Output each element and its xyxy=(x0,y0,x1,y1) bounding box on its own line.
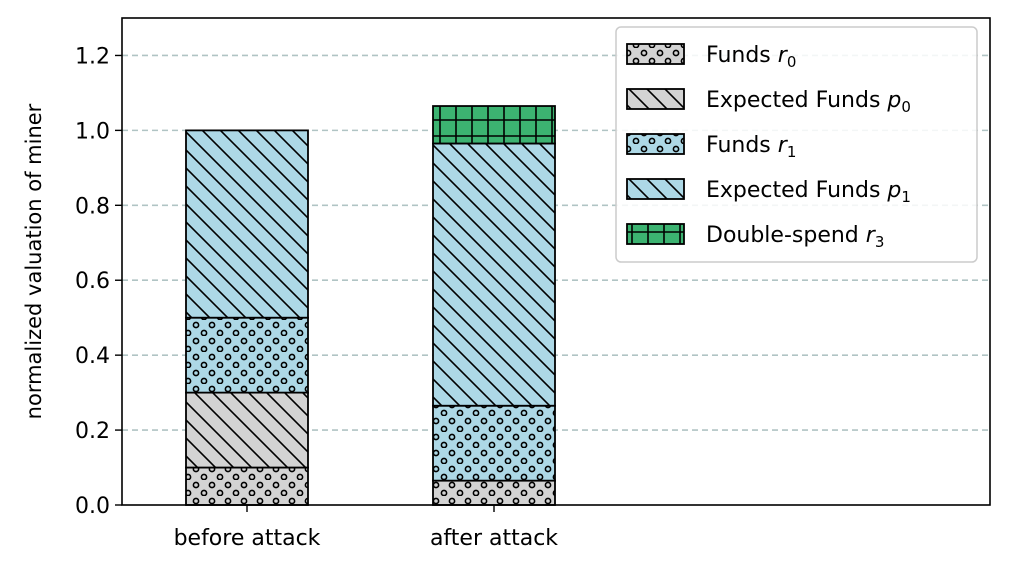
y-tick-label: 0.6 xyxy=(75,269,110,294)
legend-label-name: Funds xyxy=(706,43,778,68)
bar-segment xyxy=(185,391,309,469)
legend-box xyxy=(615,26,978,263)
legend-label: Double-spend r3 xyxy=(706,223,884,251)
legend-label-symbol: p xyxy=(886,178,901,203)
bar-segment xyxy=(432,105,556,145)
legend-label-name: Funds xyxy=(706,133,778,158)
legend-label-subscript: 0 xyxy=(787,53,797,71)
bar-segment xyxy=(432,404,556,482)
bar-segment xyxy=(432,479,556,506)
legend-label-subscript: 1 xyxy=(787,143,797,161)
legend-label-subscript: 1 xyxy=(901,188,911,206)
axes: 0.0 0.2 0.4 0.6 0.8 1.0 1.2 before attack after … xyxy=(22,17,991,551)
legend-swatch xyxy=(626,88,685,110)
x-tick-label: before attack xyxy=(174,526,321,551)
plot-frame xyxy=(121,17,991,506)
legend-label: Funds r1 xyxy=(706,133,796,161)
legend-swatch xyxy=(626,178,685,200)
legend-swatch xyxy=(626,43,685,65)
bars xyxy=(185,105,556,506)
bar-segment xyxy=(185,129,309,319)
bar-segment xyxy=(432,142,556,407)
x-tick-label: after attack xyxy=(430,526,558,551)
legend-label: Expected Funds p1 xyxy=(706,178,911,206)
legend-label-subscript: 3 xyxy=(875,233,885,251)
y-axis-label: normalized valuation of miner xyxy=(22,103,46,419)
legend-label-symbol: r xyxy=(778,133,789,158)
legend-label-name: Double-spend xyxy=(706,223,866,248)
y-tick-label: 1.0 xyxy=(75,119,110,144)
legend-label-symbol: r xyxy=(778,43,789,68)
legend-label: Funds r0 xyxy=(706,43,796,71)
y-tick-label: 1.2 xyxy=(75,44,110,69)
bar-segment xyxy=(185,316,309,394)
legend-label-name: Expected Funds xyxy=(706,178,887,203)
legend-label-subscript: 0 xyxy=(901,98,911,116)
y-tick-label: 0.4 xyxy=(75,344,110,369)
legend-label-symbol: p xyxy=(886,88,901,113)
legend-swatch xyxy=(626,133,685,155)
legend-label: Expected Funds p0 xyxy=(706,88,911,116)
legend-label-name: Expected Funds xyxy=(706,88,887,113)
y-tick-label: 0.8 xyxy=(75,194,110,219)
y-tick-label: 0.0 xyxy=(75,494,110,519)
y-tick-label: 0.2 xyxy=(75,419,110,444)
legend-swatch xyxy=(626,223,685,245)
bar-segment xyxy=(185,466,309,506)
legend-label-symbol: r xyxy=(866,223,877,248)
